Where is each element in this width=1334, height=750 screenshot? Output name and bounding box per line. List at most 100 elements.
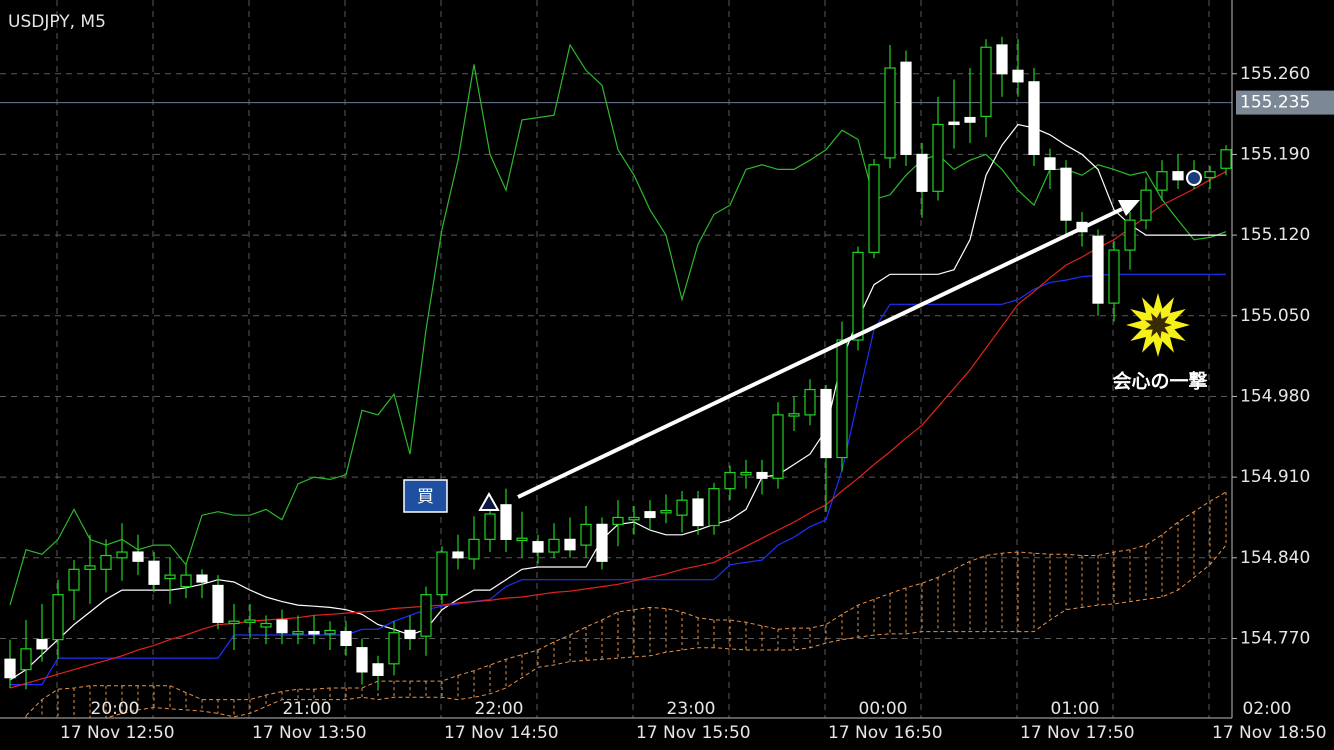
y-tick-label: 155.050 xyxy=(1240,306,1310,326)
candle-body-up xyxy=(868,164,880,253)
x-tick-label: 00:00 xyxy=(859,699,908,719)
candle-body-up xyxy=(1124,219,1136,251)
candle-body-up xyxy=(420,594,432,637)
candle-body-down xyxy=(596,523,608,562)
candle-body-down xyxy=(964,116,976,123)
candle-body-down xyxy=(452,551,464,559)
y-tick-label: 154.840 xyxy=(1240,548,1310,568)
chart-title: USDJPY, M5 xyxy=(8,12,106,32)
candle-body-down xyxy=(1044,157,1056,171)
arrow-head xyxy=(1118,200,1140,216)
candle-body-up xyxy=(660,509,672,514)
x-date-label: 17 Nov 16:50 xyxy=(828,723,943,743)
candle-body-down xyxy=(1012,69,1024,83)
x-tick-label: 20:00 xyxy=(91,699,140,719)
starburst-core xyxy=(1144,311,1172,339)
candle-body-up xyxy=(1108,249,1120,304)
annotations: 買 会心の一撃 xyxy=(403,170,1208,513)
candle-body-up xyxy=(244,619,256,623)
vertical-grid xyxy=(0,0,1232,718)
candle-body-down xyxy=(996,44,1008,75)
x-tick-label: 22:00 xyxy=(475,699,524,719)
candle-body-up xyxy=(708,488,720,527)
exit-marker xyxy=(1186,170,1202,186)
callout-text: 会心の一撃 xyxy=(1112,370,1207,393)
x-tick-label: 21:00 xyxy=(283,699,332,719)
candle-body-down xyxy=(948,121,960,126)
candle-body-down xyxy=(532,541,544,553)
candle-body-up xyxy=(1220,149,1232,169)
candle-body-down xyxy=(900,61,912,156)
candle-body-up xyxy=(884,67,896,159)
candle-body-up xyxy=(292,630,304,635)
y-tick-label: 155.260 xyxy=(1240,64,1310,84)
x-tick-label: 01:00 xyxy=(1051,699,1100,719)
candle-body-down xyxy=(644,511,656,519)
candle-body-down xyxy=(276,619,288,634)
candle-body-up xyxy=(628,516,640,521)
candle-body-down xyxy=(1172,171,1184,181)
x-date-label: 17 Nov 14:50 xyxy=(444,723,559,743)
candle-body-up xyxy=(772,414,784,479)
candle-body-down xyxy=(404,629,416,640)
trend-arrow xyxy=(517,207,1123,499)
candle-body-up xyxy=(804,388,816,416)
buy-badge-text: 買 xyxy=(417,487,434,507)
candle-body-up xyxy=(580,523,592,546)
candle-body-down xyxy=(372,663,384,676)
cloud-span xyxy=(25,491,1227,717)
candle-body-down xyxy=(196,574,208,583)
candle-body-up xyxy=(740,471,752,476)
candle-body-up xyxy=(1140,189,1152,221)
candle-body-up xyxy=(836,339,848,459)
plot-area xyxy=(4,36,1232,718)
candle-body-up xyxy=(724,471,736,490)
y-tick-label: 155.190 xyxy=(1240,144,1310,164)
candle-body-up xyxy=(676,499,688,516)
candle-body-down xyxy=(756,471,768,479)
indicator-line xyxy=(10,273,1226,686)
axes: 154.770 154.840 154.910 154.980 155.050 155.1… xyxy=(60,64,1334,743)
x-date-label: 17 Nov 13:50 xyxy=(252,723,367,743)
candle-body-down xyxy=(308,630,320,635)
candle-body-down xyxy=(356,647,368,673)
candle-body-up xyxy=(1156,171,1168,191)
candle-body-up xyxy=(516,537,528,542)
candle-body-up xyxy=(260,622,272,628)
buy-badge xyxy=(403,479,448,513)
candle-body-down xyxy=(132,551,144,562)
candle-body-down xyxy=(500,504,512,540)
candle-body-up xyxy=(84,565,96,570)
candle-body-up xyxy=(180,574,192,588)
candle-body-up xyxy=(852,251,864,341)
candle-body-up xyxy=(228,620,240,625)
candle-body-up xyxy=(980,46,992,118)
candle-body-up xyxy=(324,629,336,635)
candle-body-up xyxy=(788,413,800,417)
candle-body-down xyxy=(36,639,48,650)
candle-body-down xyxy=(916,153,928,192)
candle-body-down xyxy=(148,560,160,585)
current-price-box xyxy=(1236,90,1334,115)
candle-body-up xyxy=(164,574,176,580)
y-tick-label: 154.910 xyxy=(1240,467,1310,487)
candle-body-up xyxy=(388,632,400,665)
x-date-label: 17 Nov 12:50 xyxy=(60,723,175,743)
current-price-label: 155.235 xyxy=(1240,93,1310,113)
x-date-label: 17 Nov 17:50 xyxy=(1020,723,1135,743)
y-tick-label: 155.120 xyxy=(1240,225,1310,245)
candle-body-up xyxy=(68,568,80,591)
candle-body-up xyxy=(548,538,560,553)
candle-body-down xyxy=(564,538,576,551)
candle-body-up xyxy=(52,594,64,641)
candle-body-up xyxy=(932,123,944,192)
candle-body-up xyxy=(468,538,480,560)
x-date-label: 17 Nov 15:50 xyxy=(636,723,751,743)
candle-body-up xyxy=(116,551,128,559)
indicator-line xyxy=(9,43,1227,606)
candle-body-down xyxy=(820,388,832,459)
candle-body-down xyxy=(1092,235,1104,304)
